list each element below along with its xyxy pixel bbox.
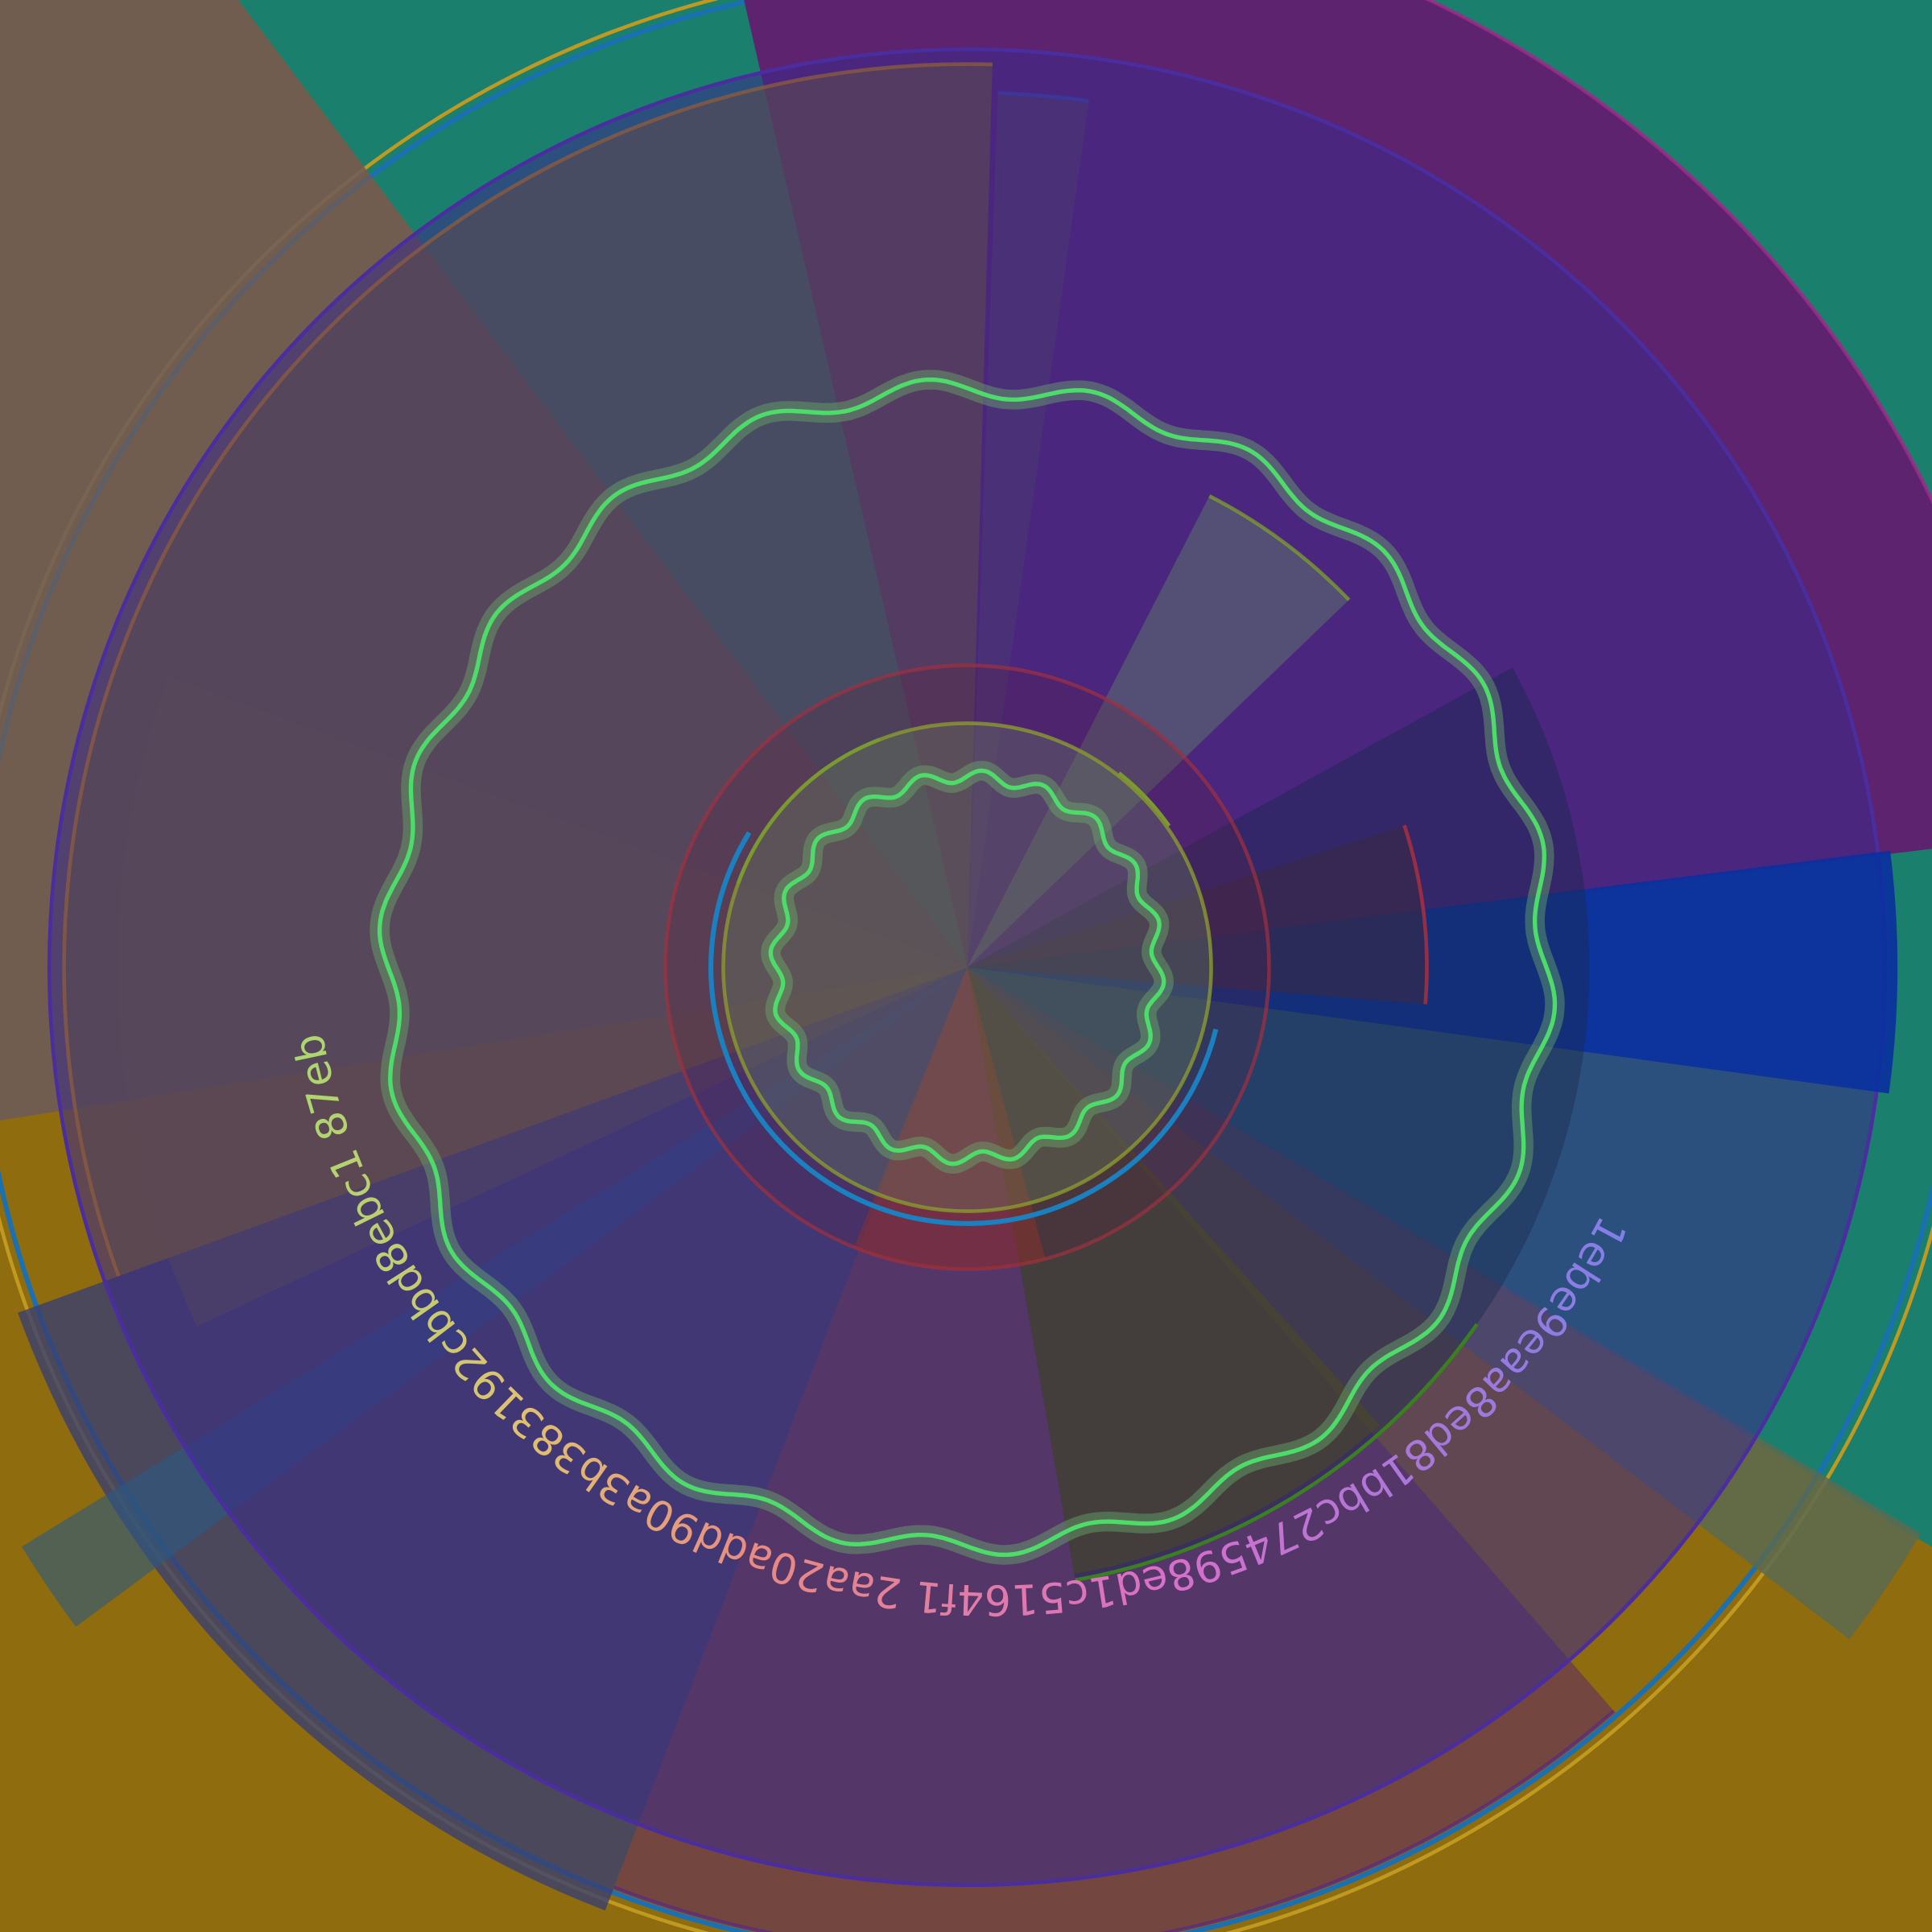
blue-bar-sector <box>967 850 1898 1094</box>
inner-wave-ring <box>768 768 1166 1166</box>
green-arc <box>1075 1323 1479 1583</box>
grey-blue-sector-arc <box>1208 494 1351 601</box>
blue-inner-arc <box>708 831 1219 1226</box>
outer-wave-ring <box>377 377 1558 1558</box>
grey-brown-sector <box>64 64 993 1277</box>
narrow-purple-sector <box>967 93 1089 968</box>
olive-ring <box>721 721 1213 1213</box>
olive-sector <box>967 967 1380 1575</box>
purple-sector-arc <box>1425 0 1932 505</box>
olive-inner-arc <box>736 737 881 885</box>
grey-brown-sector-arc <box>62 62 993 1278</box>
red-wedge-sector <box>967 825 1427 1005</box>
red-ring <box>663 663 1271 1271</box>
red-fill-sector <box>854 967 1046 1269</box>
olive-inner-arc-2 <box>1117 771 1171 828</box>
red-brown-sector-arc <box>613 1709 1616 1932</box>
narrow-purple-sector-arc <box>997 91 1090 103</box>
mauve-inner-sector <box>117 676 968 1327</box>
red-wedge-sector-arc <box>1402 824 1429 1005</box>
